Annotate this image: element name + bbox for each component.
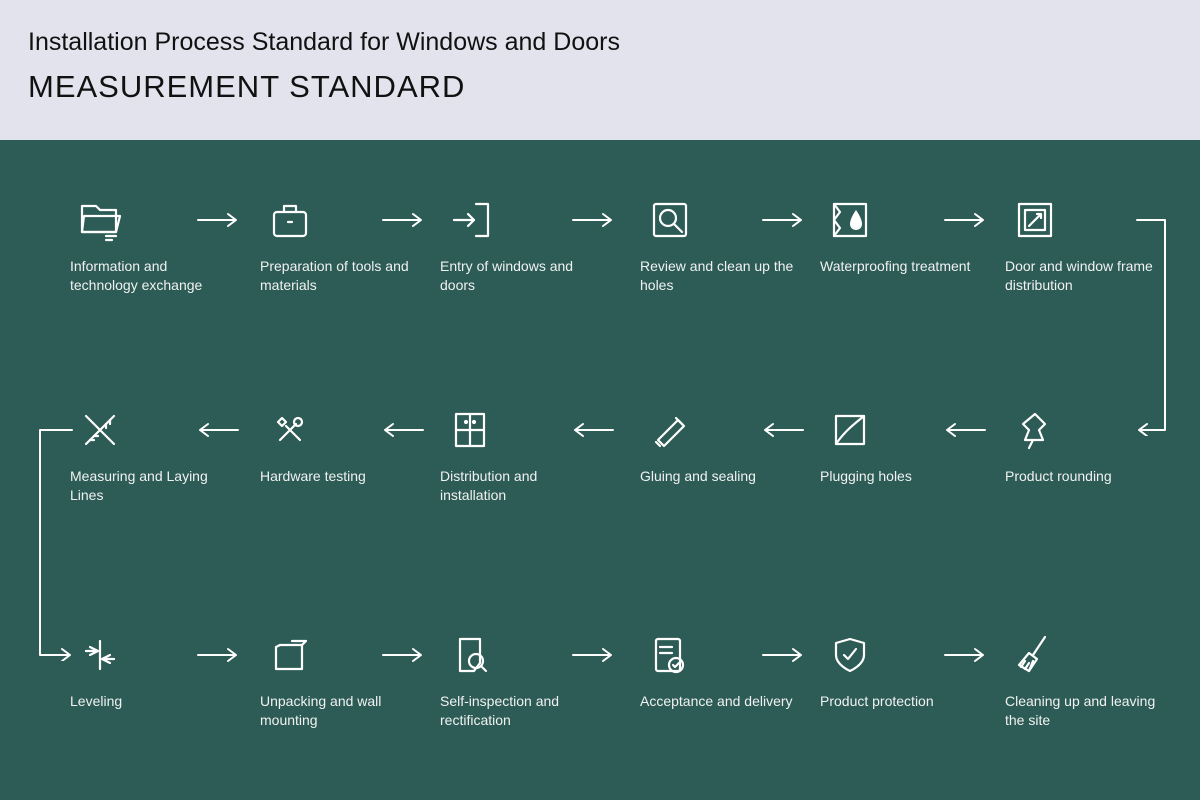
- step-accept: Acceptance and delivery: [640, 630, 795, 711]
- step-waterproof: Waterproofing treatment: [820, 195, 975, 276]
- arrow-left: [943, 422, 987, 438]
- arrow-left: [381, 422, 425, 438]
- arrow-right: [943, 647, 987, 663]
- connector-left: [32, 424, 76, 661]
- arrow-right: [943, 212, 987, 228]
- arrow-left: [571, 422, 615, 438]
- arrow-right: [196, 212, 240, 228]
- arrow-right: [761, 212, 805, 228]
- step-label: Information and technology exchange: [70, 257, 225, 295]
- header: Installation Process Standard for Window…: [0, 0, 1200, 140]
- step-label: Gluing and sealing: [640, 467, 795, 486]
- step-broom: Cleaning up and leaving the site: [1005, 630, 1160, 730]
- connector-right: [1135, 214, 1175, 436]
- arrow-right: [196, 647, 240, 663]
- step-tools: Hardware testing: [260, 405, 415, 486]
- arrow-right: [381, 212, 425, 228]
- step-label: Product rounding: [1005, 467, 1160, 486]
- step-folder: Information and technology exchange: [70, 195, 225, 295]
- step-label: Distribution and installation: [440, 467, 595, 505]
- step-label: Self-inspection and rectification: [440, 692, 595, 730]
- title-line-1: Installation Process Standard for Window…: [28, 28, 1172, 57]
- arrow-right: [571, 212, 615, 228]
- step-level: Leveling: [70, 630, 225, 711]
- step-glue: Gluing and sealing: [640, 405, 795, 486]
- step-label: Cleaning up and leaving the site: [1005, 692, 1160, 730]
- step-label: Entry of windows and doors: [440, 257, 595, 295]
- step-label: Unpacking and wall mounting: [260, 692, 415, 730]
- step-label: Product protection: [820, 692, 975, 711]
- step-rulers: Measuring and Laying Lines: [70, 405, 225, 505]
- step-cabinet: Distribution and installation: [440, 405, 595, 505]
- step-box: Unpacking and wall mounting: [260, 630, 415, 730]
- arrow-right: [571, 647, 615, 663]
- step-briefcase: Preparation of tools and materials: [260, 195, 415, 295]
- step-label: Preparation of tools and materials: [260, 257, 415, 295]
- step-label: Acceptance and delivery: [640, 692, 795, 711]
- step-label: Plugging holes: [820, 467, 975, 486]
- arrow-right: [381, 647, 425, 663]
- arrow-left: [761, 422, 805, 438]
- broom-icon: [1005, 630, 1160, 680]
- step-label: Leveling: [70, 692, 225, 711]
- step-label: Hardware testing: [260, 467, 415, 486]
- arrow-right: [761, 647, 805, 663]
- process-board: Information and technology exchange Prepa…: [0, 140, 1200, 800]
- step-door-in: Entry of windows and doors: [440, 195, 595, 295]
- step-shield: Product protection: [820, 630, 975, 711]
- step-magnify: Review and clean up the holes: [640, 195, 795, 295]
- arrow-left: [196, 422, 240, 438]
- step-plug: Plugging holes: [820, 405, 975, 486]
- step-label: Waterproofing treatment: [820, 257, 975, 276]
- step-label: Measuring and Laying Lines: [70, 467, 225, 505]
- title-line-2: MEASUREMENT STANDARD: [28, 69, 1172, 105]
- step-inspect: Self-inspection and rectification: [440, 630, 595, 730]
- step-label: Review and clean up the holes: [640, 257, 795, 295]
